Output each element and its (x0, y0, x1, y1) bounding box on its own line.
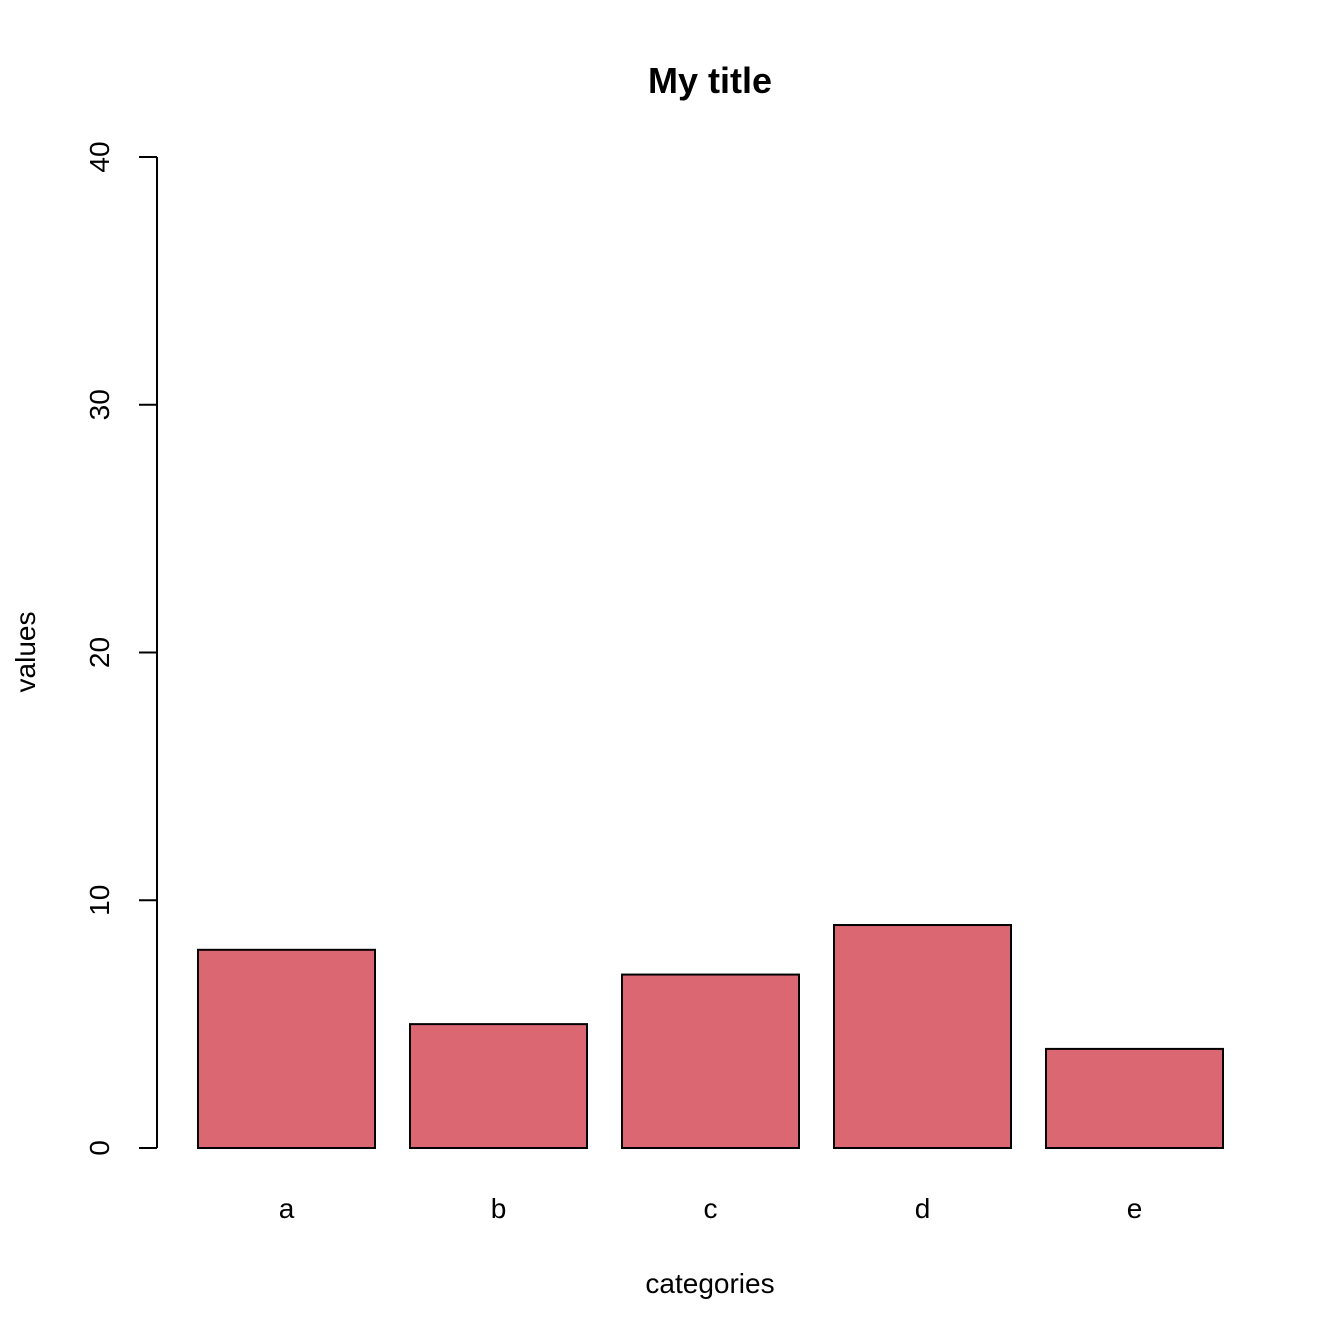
y-tick-label: 10 (84, 885, 115, 916)
bar-e (1045, 1047, 1224, 1150)
y-tick-label: 30 (84, 389, 115, 420)
bar-a (197, 948, 376, 1149)
x-tick-label: b (491, 1193, 507, 1224)
bar-d (833, 924, 1012, 1150)
x-tick-label: e (1127, 1193, 1143, 1224)
y-tick-label: 40 (84, 141, 115, 172)
x-tick-label: c (704, 1193, 718, 1224)
bars-group (197, 924, 1224, 1150)
y-tick-label: 20 (84, 637, 115, 668)
y-tick-label: 0 (84, 1140, 115, 1156)
chart-title: My title (648, 60, 772, 101)
x-tick-label: d (915, 1193, 931, 1224)
y-axis: 0 10 20 30 40 (84, 141, 158, 1156)
bar-c (621, 973, 800, 1150)
x-axis-label: categories (645, 1268, 774, 1299)
bar-b (409, 1023, 588, 1149)
x-tick-label: a (279, 1193, 295, 1224)
x-tick-labels: a b c d e (279, 1193, 1143, 1224)
y-axis-label: values (10, 612, 41, 693)
